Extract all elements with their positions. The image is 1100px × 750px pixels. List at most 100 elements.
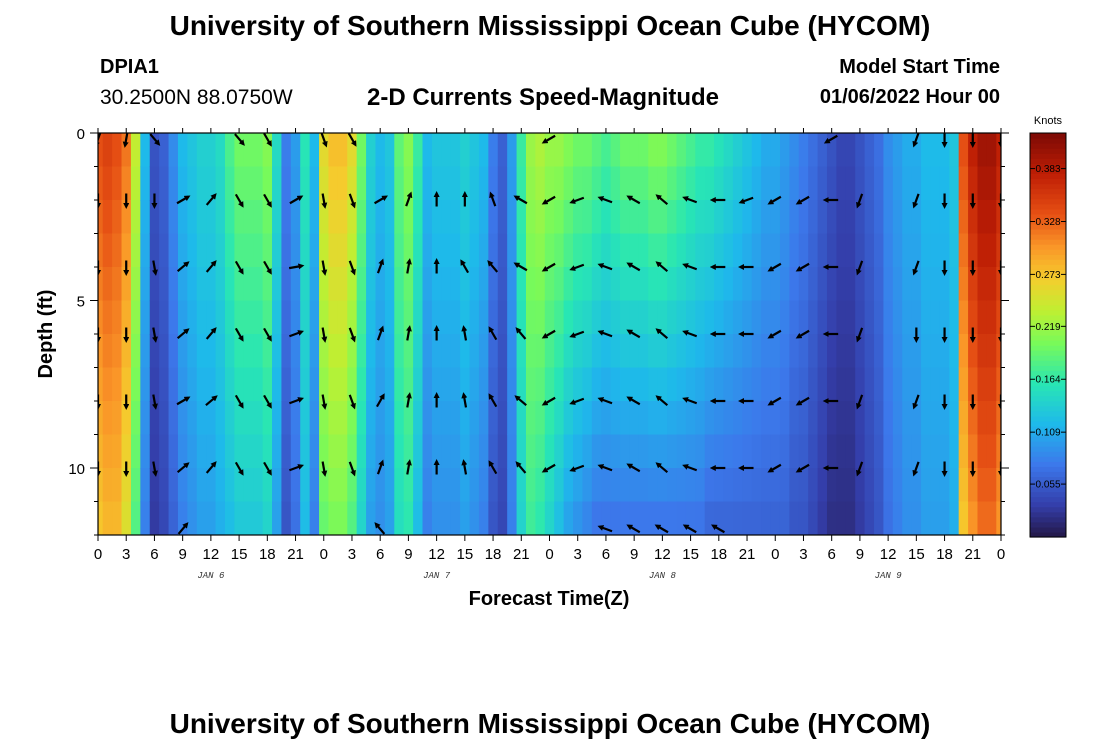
heatmap-cell [892, 367, 903, 402]
heatmap-cell [714, 434, 725, 469]
current-arrow [234, 461, 244, 476]
heatmap-cell [629, 401, 640, 436]
heatmap-cell [525, 133, 536, 168]
heatmap-cell [629, 300, 640, 335]
heatmap-cell [140, 267, 151, 302]
heatmap-cell [845, 434, 856, 469]
heatmap-cell [582, 434, 593, 469]
page-title: University of Southern Mississippi Ocean… [169, 10, 931, 41]
heatmap-cell [620, 501, 631, 535]
heatmap-cell [817, 233, 828, 268]
heatmap-cell [657, 334, 668, 369]
heatmap-cell [290, 401, 301, 436]
heatmap-cell [648, 200, 659, 235]
heatmap-cell [272, 367, 283, 402]
heatmap-cell [224, 267, 235, 302]
heatmap-cell [516, 133, 527, 168]
heatmap-cell [309, 233, 320, 268]
heatmap-cell [478, 233, 489, 268]
heatmap-cell [582, 133, 593, 168]
heatmap-cell [695, 300, 706, 335]
heatmap-cell [140, 166, 151, 201]
x-tick-label: 0 [545, 546, 553, 563]
heatmap-cell [808, 300, 819, 335]
heatmap-cell [695, 133, 706, 168]
heatmap-cell [535, 367, 546, 402]
current-arrow [912, 193, 920, 209]
current-arrow [205, 461, 217, 474]
heatmap-cell [610, 233, 621, 268]
heatmap-cell [375, 501, 386, 535]
heatmap-cell [394, 501, 405, 535]
heatmap-cell [732, 434, 743, 469]
heatmap-cell [638, 501, 649, 535]
heatmap-cell [98, 334, 104, 369]
heatmap-cell [356, 367, 367, 402]
current-arrow [289, 330, 304, 338]
heatmap-cell [206, 501, 217, 535]
heatmap-cell [431, 501, 442, 535]
heatmap-cell [591, 468, 602, 503]
colorbar-segment [1030, 254, 1066, 260]
heatmap-cell [516, 468, 527, 503]
current-arrow [405, 392, 412, 408]
heatmap-cell [930, 133, 941, 168]
heatmap-cell [140, 300, 151, 335]
heatmap-cell [215, 434, 226, 469]
heatmap-cell [638, 434, 649, 469]
heatmap-cell [243, 133, 254, 168]
heatmap-cell [281, 468, 292, 503]
heatmap-cell [253, 267, 264, 302]
heatmap-cell [986, 233, 997, 268]
heatmap-cell [98, 401, 104, 436]
heatmap-cell [272, 166, 283, 201]
colorbar-segment [1030, 279, 1066, 286]
heatmap-cell [300, 501, 311, 535]
heatmap-cell [817, 468, 828, 503]
heatmap-cell [281, 166, 292, 201]
heatmap-cell [450, 501, 461, 535]
heatmap-cell [676, 300, 687, 335]
heatmap-cell [422, 267, 433, 302]
heatmap-cell [347, 501, 358, 535]
heatmap-cell [939, 468, 950, 503]
heatmap-cell [921, 367, 932, 402]
heatmap-cell [761, 434, 772, 469]
heatmap-cell [159, 367, 170, 402]
heatmap-cell [460, 468, 471, 503]
heatmap-cell [958, 401, 969, 436]
heatmap-cell [422, 434, 433, 469]
heatmap-cell [770, 267, 781, 302]
heatmap-cell [676, 233, 687, 268]
heatmap-cell [535, 334, 546, 369]
current-arrow [655, 395, 669, 407]
heatmap-cell [704, 401, 715, 436]
heatmap-cell [732, 501, 743, 535]
colorbar-segment [1030, 511, 1066, 518]
heatmap-cell [121, 267, 132, 302]
current-arrow [234, 327, 244, 342]
colorbar-tick-label: 0.055 [1035, 480, 1060, 491]
heatmap-cell [704, 133, 715, 168]
heatmap-cell [431, 233, 442, 268]
current-arrow [738, 196, 754, 204]
current-arrow [856, 193, 864, 209]
heatmap-cell [450, 200, 461, 235]
heatmap-cell [977, 233, 988, 268]
heatmap-cell [977, 300, 988, 335]
heatmap-cell [817, 200, 828, 235]
colorbar-segment [1030, 531, 1066, 538]
heatmap-cell [159, 233, 170, 268]
heatmap-cell [826, 468, 837, 503]
heatmap-cell [488, 233, 499, 268]
heatmap-cell [290, 367, 301, 402]
colorbar-segment [1030, 375, 1066, 382]
heatmap-cell [986, 267, 997, 302]
current-arrow [263, 133, 272, 147]
heatmap-cell [591, 300, 602, 335]
colorbar-frame [1029, 132, 1067, 538]
heatmap-cell [525, 367, 536, 402]
current-arrow [655, 462, 669, 474]
heatmap-cell [224, 501, 235, 535]
heatmap-cell [601, 468, 612, 503]
